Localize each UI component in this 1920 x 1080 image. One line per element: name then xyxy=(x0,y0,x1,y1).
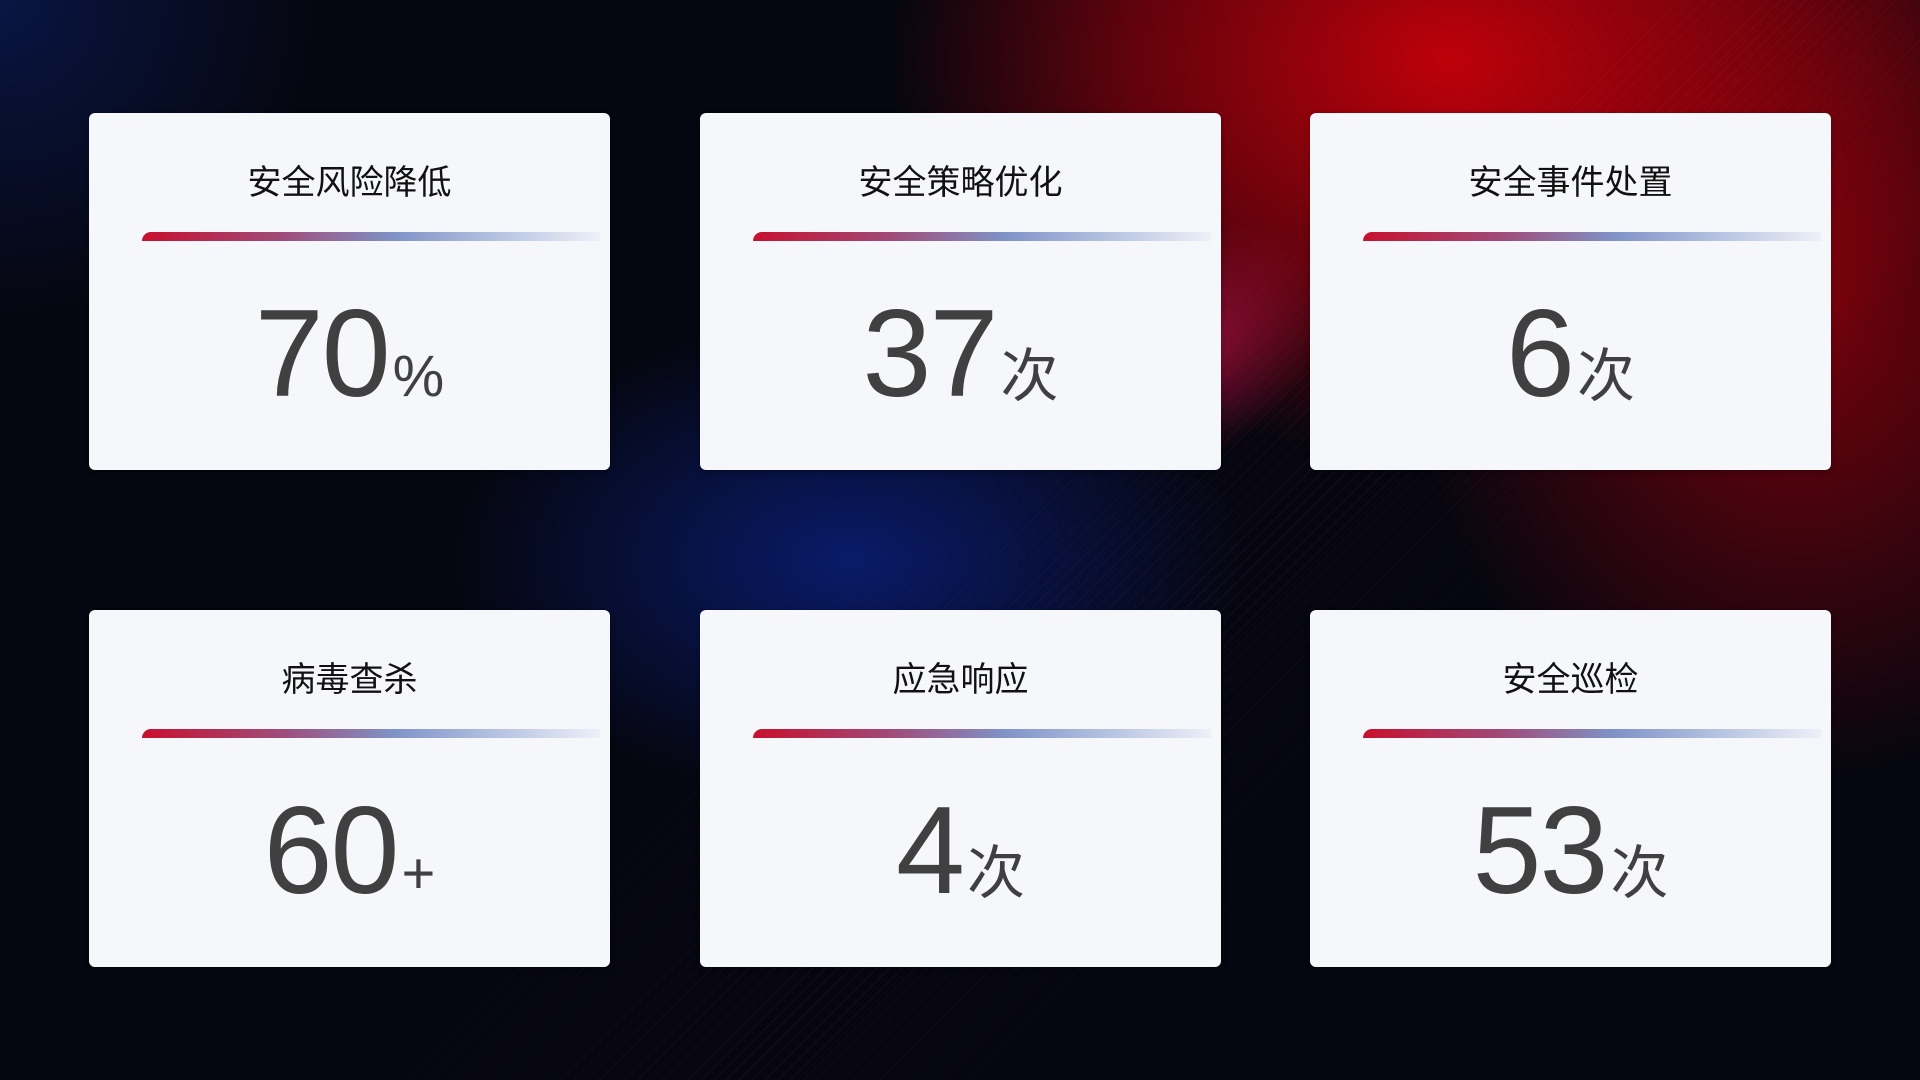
stat-card: 病毒查杀 60+ xyxy=(89,610,610,967)
stat-card: 安全事件处置 6次 xyxy=(1310,113,1831,470)
stat-value: 70% xyxy=(89,283,610,425)
stat-value: 60+ xyxy=(89,780,610,922)
stat-title: 安全风险降低 xyxy=(247,163,452,203)
gradient-divider xyxy=(1363,232,1821,241)
stat-value: 37次 xyxy=(700,283,1221,425)
stat-unit: 次 xyxy=(966,841,1025,906)
stat-number: 37 xyxy=(862,285,999,423)
stat-title: 安全事件处置 xyxy=(1468,163,1673,203)
stat-unit: % xyxy=(392,344,445,409)
gradient-divider xyxy=(753,232,1211,241)
stat-unit: 次 xyxy=(1610,841,1669,906)
stat-unit: 次 xyxy=(1000,344,1059,409)
stat-card: 安全巡检 53次 xyxy=(1310,610,1831,967)
stat-card: 安全风险降低 70% xyxy=(89,113,610,470)
stat-value: 4次 xyxy=(700,780,1221,922)
stat-number: 4 xyxy=(896,782,965,920)
stat-number: 70 xyxy=(254,285,391,423)
stat-unit: 次 xyxy=(1576,344,1635,409)
stat-title: 应急响应 xyxy=(892,660,1029,700)
stat-number: 53 xyxy=(1472,782,1609,920)
stat-title: 安全策略优化 xyxy=(858,163,1063,203)
gradient-divider xyxy=(142,729,600,738)
stat-value: 53次 xyxy=(1310,780,1831,922)
stat-unit: + xyxy=(401,841,436,906)
gradient-divider xyxy=(753,729,1211,738)
stat-card: 安全策略优化 37次 xyxy=(700,113,1221,470)
stat-number: 60 xyxy=(263,782,400,920)
stat-value: 6次 xyxy=(1310,283,1831,425)
gradient-divider xyxy=(142,232,600,241)
stat-title: 病毒查杀 xyxy=(281,660,418,700)
stat-title: 安全巡检 xyxy=(1502,660,1639,700)
gradient-divider xyxy=(1363,729,1821,738)
stat-number: 6 xyxy=(1506,285,1575,423)
stat-card: 应急响应 4次 xyxy=(700,610,1221,967)
